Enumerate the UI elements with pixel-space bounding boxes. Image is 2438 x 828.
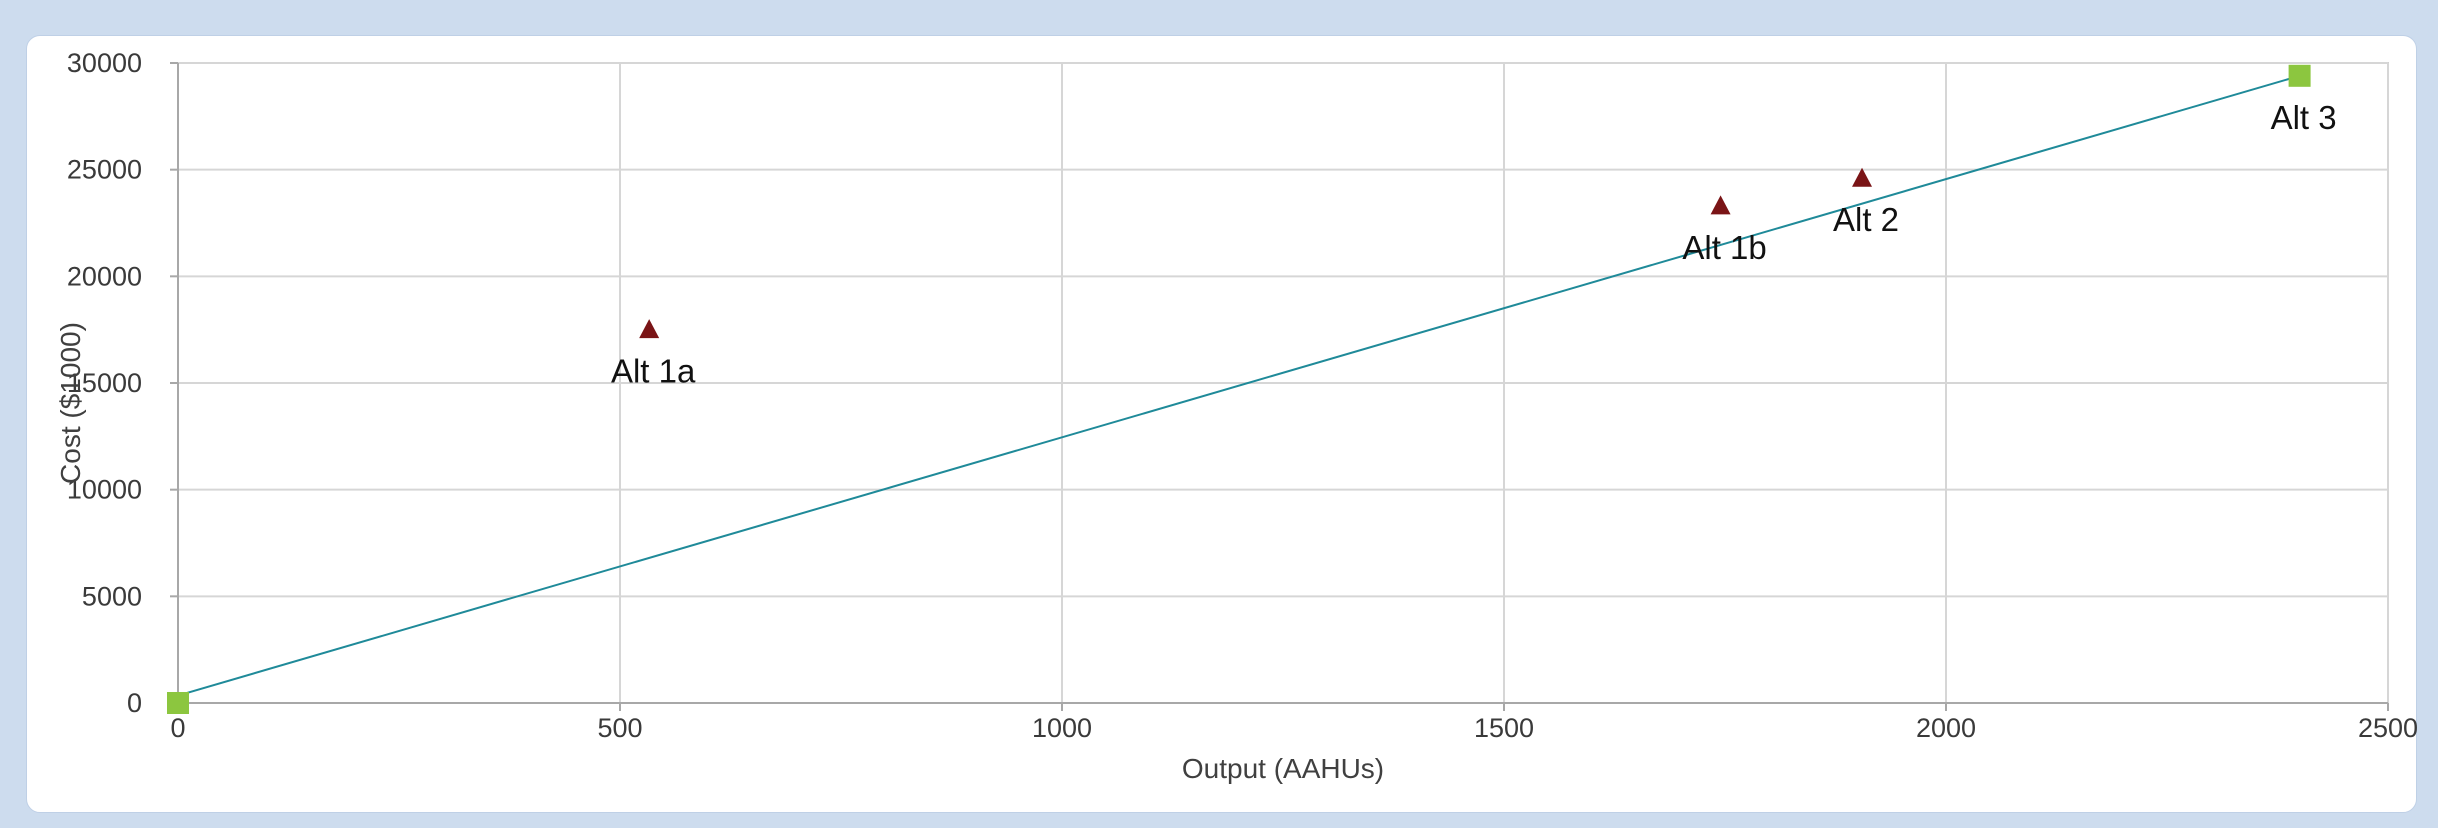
- y-axis-title: Cost ($1000): [55, 322, 86, 484]
- triangle-marker: [1710, 195, 1731, 215]
- square-marker: [167, 692, 189, 714]
- x-tick-label: 1500: [1474, 713, 1534, 743]
- data-markers: [167, 64, 2311, 714]
- y-tick-label: 25000: [67, 155, 142, 185]
- point-label: Alt 1a: [611, 353, 696, 390]
- chart-panel: [26, 35, 2417, 813]
- y-tick-label: 0: [127, 688, 142, 718]
- x-tick-label: 2000: [1916, 713, 1976, 743]
- triangle-marker: [639, 319, 660, 339]
- x-tick-label: 1000: [1032, 713, 1092, 743]
- y-tick-label: 10000: [67, 475, 142, 505]
- grid: [177, 62, 2389, 704]
- frontier-lines: [177, 74, 2300, 697]
- point-label: Alt 2: [1833, 201, 1899, 238]
- point-label: Alt 1b: [1682, 229, 1766, 266]
- y-tick-label: 20000: [67, 261, 142, 291]
- y-tick-label: 30000: [67, 48, 142, 78]
- point-labels: Alt 1a Alt 1b Alt 2 Alt 3: [611, 99, 2337, 390]
- axes: 0 500 1000 1500 2000 250005000100001500020000…: [67, 48, 2418, 743]
- x-tick-label: 0: [170, 713, 185, 743]
- y-tick-label: 5000: [82, 581, 142, 611]
- x-axis-title: Output (AAHUs): [1182, 753, 1384, 784]
- x-tick-label: 500: [597, 713, 642, 743]
- trend-line: [177, 74, 2300, 697]
- square-marker: [2288, 64, 2311, 87]
- point-label: Alt 3: [2271, 99, 2337, 136]
- y-tick-label: 15000: [67, 368, 142, 398]
- x-tick-label: 2500: [2358, 713, 2418, 743]
- triangle-marker: [1852, 167, 1873, 187]
